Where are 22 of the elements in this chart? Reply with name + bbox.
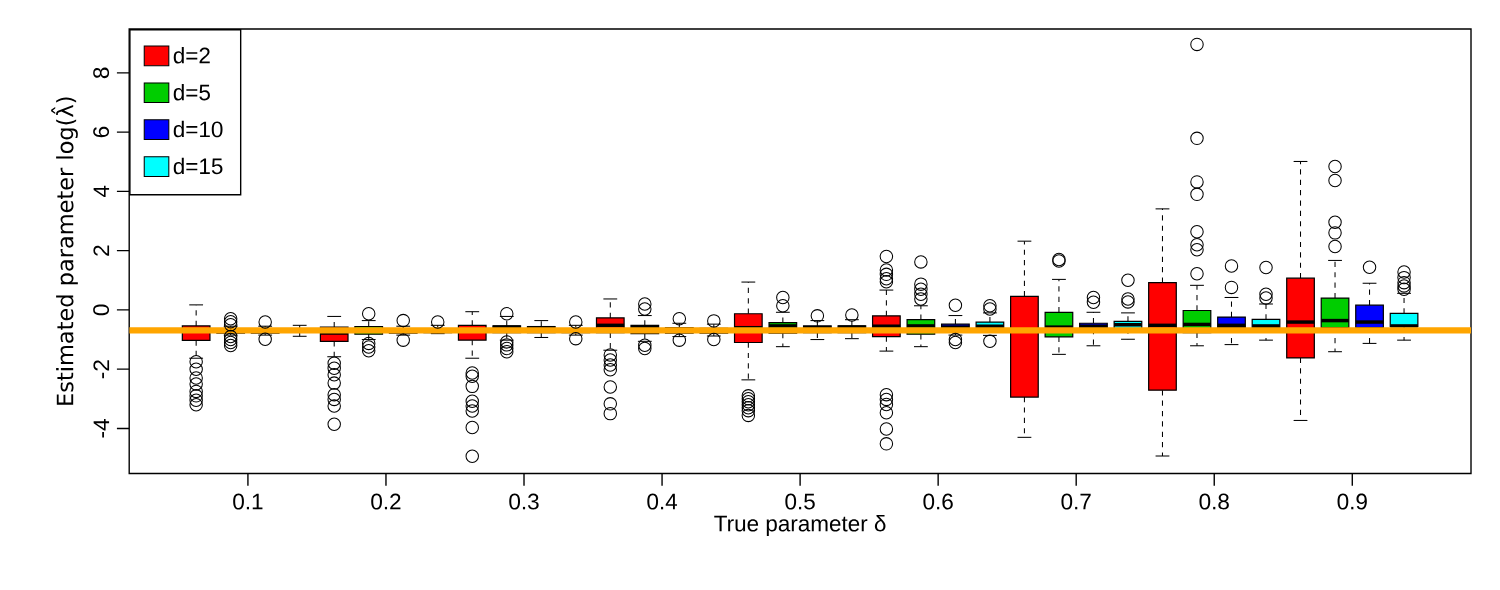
legend-label: d=2 [173, 46, 210, 64]
x-tick-label: 0.6 [923, 493, 953, 510]
legend-label: d=10 [173, 120, 223, 138]
x-tick-label: 0.8 [1199, 493, 1229, 510]
y-tick-label: 4 [93, 185, 110, 198]
y-tick-label: -4 [93, 419, 110, 438]
y-tick-label: 8 [93, 67, 110, 79]
y-tick-label: -2 [93, 360, 110, 379]
x-tick-label: 0.9 [1337, 493, 1367, 510]
x-axis-title: True parameter δ [714, 515, 886, 536]
x-tick-label: 0.4 [647, 493, 678, 510]
x-tick-label: 0.3 [509, 493, 539, 510]
x-tick-label: 0.1 [233, 493, 263, 510]
x-tick-label: 0.5 [785, 493, 815, 510]
y-tick-label: 0 [93, 304, 110, 316]
y-axis-title: Estimated parameter log(λ̂) [51, 97, 78, 405]
y-tick-label: 2 [93, 245, 110, 256]
legend-label: d=15 [173, 157, 223, 175]
x-tick-label: 0.2 [371, 493, 401, 510]
y-tick-label: 6 [93, 126, 110, 138]
x-tick-label: 0.7 [1061, 493, 1091, 510]
legend-label: d=5 [173, 83, 210, 101]
